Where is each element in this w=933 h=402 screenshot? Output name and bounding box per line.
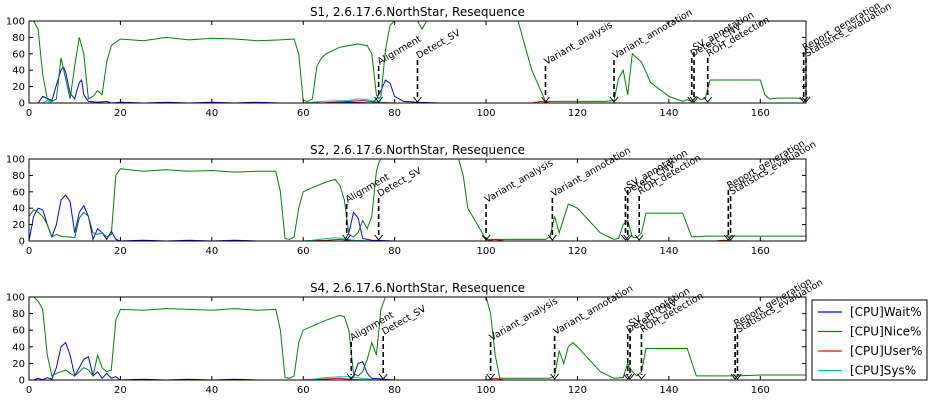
x-tick-label: 0 [26,246,32,257]
legend-box [811,299,928,381]
annotation-label: Statistics_evaluation [734,277,825,336]
x-tick-label: 60 [297,385,310,396]
x-tick-label: 140 [659,385,678,396]
annotation-variant-analysis: Variant_analysis [481,158,555,241]
y-tick-label: 60 [12,326,25,337]
legend-label: [CPU]User% [850,344,923,358]
annotation-label: Statistics_evaluation [803,1,894,60]
panel-2: S2, 2.6.17.6.NorthStar, Resequence 0 20 40 6… [6,138,818,257]
panel-1: S1, 2.6.17.6.NorthStar, Resequence 0 20 40 6… [6,0,894,119]
annotation-label: Variant_analysis [483,158,555,206]
y-tick-label: 80 [12,33,25,44]
annotation-label: Variant_analysis [542,20,614,68]
panel-title: S1, 2.6.17.6.NorthStar, Resequence [310,5,525,19]
legend-item: [CPU]Sys% [818,364,916,378]
legend-item: [CPU]User% [818,344,923,358]
x-tick-label: 120 [568,246,587,257]
annotation-detect-sv: Detect_SV [413,27,463,103]
x-tick-label: 80 [388,385,401,396]
y-tick-label: 20 [12,220,25,231]
annotation-label: Variant_analysis [488,296,560,344]
legend-item: [CPU]Wait% [818,305,922,319]
annotation-label: Variant_annotation [611,7,694,61]
annotation-variant-annotation: Variant_annotation [550,283,635,380]
x-tick-label: 160 [751,385,770,396]
x-tick-label: 20 [114,108,127,119]
y-tick-label: 100 [6,155,25,166]
y-tick-label: 20 [12,82,25,93]
panel-3: S4, 2.6.17.6.NorthStar, Resequence 0 20 40 6… [6,276,825,396]
annotation-label: Statistics_evaluation [728,139,819,198]
x-tick-label: 120 [568,385,587,396]
series-line-cpuwait [29,194,806,241]
legend: [CPU]Wait% [CPU]Nice% [CPU]User% [CPU]Sys% [811,299,928,381]
axes-frame [28,296,807,381]
x-tick-label: 80 [388,108,401,119]
panels-group: S1, 2.6.17.6.NorthStar, Resequence 0 20 40 6… [6,0,894,396]
series-line-cpunice [29,159,806,240]
x-tick-label: 0 [26,108,32,119]
legend-label: [CPU]Sys% [850,364,916,378]
series-line-cpusys [29,98,806,103]
y-tick-label: 40 [12,66,25,77]
x-tick-label: 120 [568,108,587,119]
legend-item: [CPU]Nice% [818,325,921,339]
y-tick-label: 100 [6,17,25,28]
x-tick-label: 60 [297,108,310,119]
y-tick-label: 100 [6,293,25,304]
x-tick-label: 80 [388,246,401,257]
y-tick-label: 20 [12,359,25,370]
y-tick-label: 0 [19,376,25,387]
x-tick-label: 20 [114,246,127,257]
axes-frame [28,158,807,242]
panel-title: S4, 2.6.17.6.NorthStar, Resequence [310,281,525,295]
y-tick-label: 80 [12,309,25,320]
series-line-cpunice [29,21,806,102]
series-line-cpuwait [29,341,806,380]
annotation-variant-analysis: Variant_analysis [541,20,615,103]
series-line-cpunice [29,297,806,379]
annotation-label: Variant_annotation [549,145,632,199]
x-tick-label: 160 [751,108,770,119]
x-tick-label: 160 [751,246,770,257]
x-tick-label: 40 [205,246,218,257]
y-tick-label: 60 [12,187,25,198]
annotation-label: Variant_annotation [552,283,635,337]
annotation-sv-annotation: SV_annotation [625,286,692,380]
series-line-cpuuser [29,238,806,241]
legend-label: [CPU]Nice% [850,325,921,339]
panel-title: S2, 2.6.17.6.NorthStar, Resequence [310,143,525,157]
x-tick-label: 140 [659,108,678,119]
annotation-label: Detect_SV [415,27,463,61]
x-tick-label: 140 [659,246,678,257]
y-tick-label: 0 [19,99,25,110]
legend-label: [CPU]Wait% [850,305,922,319]
x-tick-label: 100 [477,108,496,119]
y-tick-label: 40 [12,204,25,215]
x-tick-label: 40 [205,108,218,119]
x-tick-label: 40 [205,385,218,396]
y-tick-label: 80 [12,171,25,182]
y-tick-label: 40 [12,342,25,353]
annotation-alignment: Alignment [374,34,424,103]
x-tick-label: 60 [297,246,310,257]
y-tick-label: 60 [12,49,25,60]
x-tick-label: 100 [477,246,496,257]
x-tick-label: 20 [114,385,127,396]
y-tick-label: 0 [19,237,25,248]
x-tick-label: 0 [26,385,32,396]
x-tick-label: 100 [477,385,496,396]
